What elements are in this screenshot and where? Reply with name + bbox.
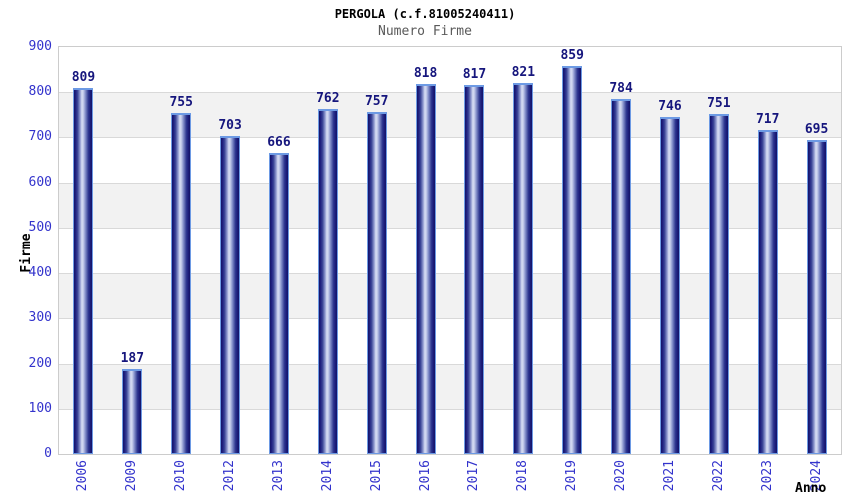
bar-value-label: 784 xyxy=(609,81,633,97)
gridline xyxy=(59,273,841,275)
bar xyxy=(317,109,338,454)
bar-value-label: 717 xyxy=(755,111,780,127)
y-axis-tick-label: 800 xyxy=(28,84,52,100)
bar-value-label: 695 xyxy=(804,121,829,137)
y-axis-tick-label: 300 xyxy=(28,310,52,326)
bar-value-label: 821 xyxy=(511,64,536,80)
gridline xyxy=(59,182,841,184)
x-axis-tick-label: 2022 xyxy=(710,460,726,492)
x-axis-tick-label: 2009 xyxy=(124,460,140,492)
bar xyxy=(415,84,436,454)
bar-value-label: 755 xyxy=(169,94,193,110)
bar xyxy=(171,112,192,454)
y-axis-tick-label: 0 xyxy=(44,446,52,461)
bar xyxy=(757,129,778,454)
x-axis-tick-label: 2016 xyxy=(417,460,433,492)
x-axis-title: Anno xyxy=(795,481,827,496)
bar-value-label: 703 xyxy=(218,118,242,134)
bar xyxy=(708,114,729,454)
y-axis-tick-label: 700 xyxy=(28,129,52,145)
bar-value-label: 757 xyxy=(364,93,389,109)
bar xyxy=(220,136,241,454)
y-axis-tick-label: 600 xyxy=(28,174,52,190)
gridline xyxy=(59,318,841,320)
x-axis-tick-label: 2019 xyxy=(564,460,580,492)
gridline xyxy=(59,227,841,229)
gridline xyxy=(59,137,841,139)
chart-title: PERGOLA (c.f.81005240411) xyxy=(334,7,516,21)
bar-value-label: 859 xyxy=(560,47,584,63)
bar-value-label: 762 xyxy=(316,91,340,107)
bar-value-label: 817 xyxy=(462,66,487,82)
x-axis-tick-label: 2018 xyxy=(515,460,531,492)
plot-area: 809 187 755 703 666 762 757 818 817 821 859 784 746 7… xyxy=(58,46,842,455)
bar xyxy=(366,111,387,454)
x-axis-tick-label: 2012 xyxy=(222,460,238,492)
bar xyxy=(122,369,143,454)
y-axis-tick-label: 500 xyxy=(28,219,52,235)
gridline xyxy=(59,363,841,365)
bar xyxy=(806,139,827,454)
x-axis-tick-label: 2023 xyxy=(759,460,775,492)
bar xyxy=(268,152,289,454)
y-axis-tick-label: 900 xyxy=(28,39,52,54)
bar-value-label: 746 xyxy=(658,98,682,114)
x-axis-tick-label: 2014 xyxy=(319,460,335,492)
bar-value-label: 818 xyxy=(413,66,438,82)
y-axis-tick-label: 400 xyxy=(28,265,52,281)
gridline xyxy=(59,92,841,94)
bar xyxy=(659,116,680,454)
x-axis-tick-label: 2020 xyxy=(613,460,629,492)
plot-band xyxy=(59,47,841,93)
bar-value-label: 751 xyxy=(707,96,731,112)
y-axis-tick-label: 100 xyxy=(28,400,52,416)
bar xyxy=(611,99,632,454)
x-axis-tick-label: 2015 xyxy=(368,460,384,492)
x-axis-tick-label: 2013 xyxy=(270,460,286,492)
bar xyxy=(73,88,94,454)
gridline xyxy=(59,408,841,410)
bar xyxy=(464,84,485,454)
bar-value-label: 666 xyxy=(267,134,291,150)
x-axis-tick-label: 2017 xyxy=(466,460,482,492)
x-axis-tick-label: 2010 xyxy=(173,460,189,492)
bar xyxy=(513,82,534,454)
bar xyxy=(562,65,583,454)
x-axis-tick-label: 2021 xyxy=(661,460,677,492)
bar-value-label: 809 xyxy=(71,70,96,86)
chart-subtitle: Numero Firme xyxy=(378,24,472,39)
bar-value-label: 187 xyxy=(120,351,145,367)
x-axis-tick-label: 2006 xyxy=(75,460,91,492)
y-axis-tick-label: 200 xyxy=(28,355,52,371)
